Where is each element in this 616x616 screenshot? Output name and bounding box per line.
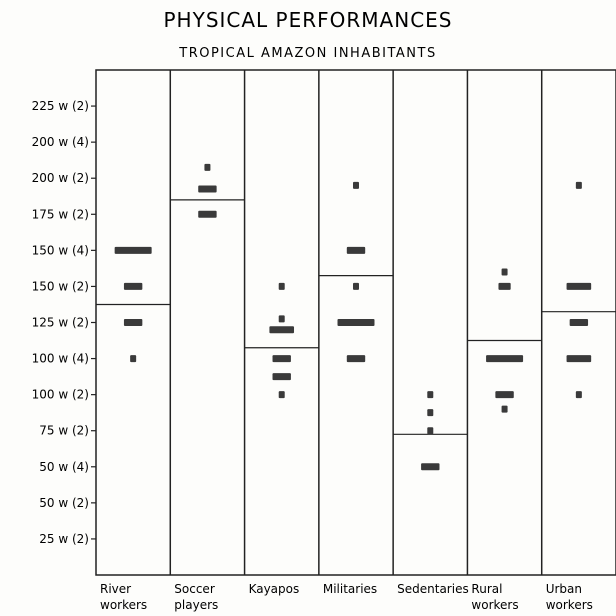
data-mark xyxy=(498,282,511,290)
y-axis: 225 w (2) 200 w (4) 200 w (2) 175 w (2) 150 … xyxy=(32,99,96,546)
data-mark xyxy=(427,409,434,417)
category-label: players xyxy=(174,598,218,612)
category-labels: River workers Soccer players Kayapos Militari… xyxy=(100,582,593,612)
category-label: Urban xyxy=(546,582,582,596)
data-mark xyxy=(566,282,592,290)
y-tick-label: 175 w (2) xyxy=(32,207,89,221)
y-tick-label: 225 w (2) xyxy=(32,99,89,113)
chart-subtitle: TROPICAL AMAZON INHABITANTS xyxy=(178,46,436,61)
data-mark xyxy=(123,319,143,326)
data-mark xyxy=(272,355,291,363)
data-mark xyxy=(575,391,582,399)
category-label: Soccer xyxy=(174,582,215,596)
y-tick-label: 50 w (2) xyxy=(39,496,89,510)
y-tick-label: 150 w (4) xyxy=(32,243,89,257)
data-mark xyxy=(269,326,295,334)
data-mark xyxy=(272,373,291,381)
data-mark xyxy=(353,181,359,189)
category-label: Rural xyxy=(471,582,502,596)
category-label: Militaries xyxy=(323,582,377,596)
data-mark xyxy=(427,391,434,399)
data-mark xyxy=(353,282,359,290)
data-mark xyxy=(130,355,137,363)
category-label: Kayapos xyxy=(249,582,300,596)
data-mark xyxy=(495,391,514,399)
y-tick-label: 200 w (2) xyxy=(32,171,89,185)
data-mark xyxy=(198,210,217,218)
y-tick-label: 150 w (2) xyxy=(32,279,89,293)
data-mark xyxy=(501,268,508,276)
data-mark xyxy=(198,185,217,193)
data-mark xyxy=(427,427,434,435)
data-mark xyxy=(566,355,592,363)
data-mark xyxy=(501,405,508,413)
data-mark xyxy=(337,319,375,326)
data-mark xyxy=(346,355,366,363)
data-mark xyxy=(421,463,440,471)
y-tick-label: 125 w (2) xyxy=(32,316,89,330)
category-columns xyxy=(96,70,616,575)
category-label: workers xyxy=(100,598,147,612)
data-mark xyxy=(123,282,143,290)
data-mark xyxy=(278,282,285,290)
data-mark xyxy=(278,391,285,399)
y-tick-label: 100 w (2) xyxy=(32,388,89,402)
data-mark xyxy=(204,163,211,171)
data-mark xyxy=(575,181,582,189)
data-mark xyxy=(114,246,152,254)
category-label: workers xyxy=(471,598,518,612)
y-tick-label: 75 w (2) xyxy=(39,424,89,438)
y-tick-label: 200 w (4) xyxy=(32,135,89,149)
data-mark xyxy=(278,315,285,323)
data-mark xyxy=(346,246,366,254)
y-tick-label: 25 w (2) xyxy=(39,532,89,546)
category-label: workers xyxy=(546,598,593,612)
data-mark xyxy=(486,355,524,363)
y-tick-label: 100 w (4) xyxy=(32,352,89,366)
data-mark xyxy=(569,319,589,326)
y-tick-label: 50 w (4) xyxy=(39,460,89,474)
chart-title: PHYSICAL PERFORMANCES xyxy=(164,8,453,32)
category-label: Sedentaries xyxy=(397,582,469,596)
category-label: River xyxy=(100,582,131,596)
